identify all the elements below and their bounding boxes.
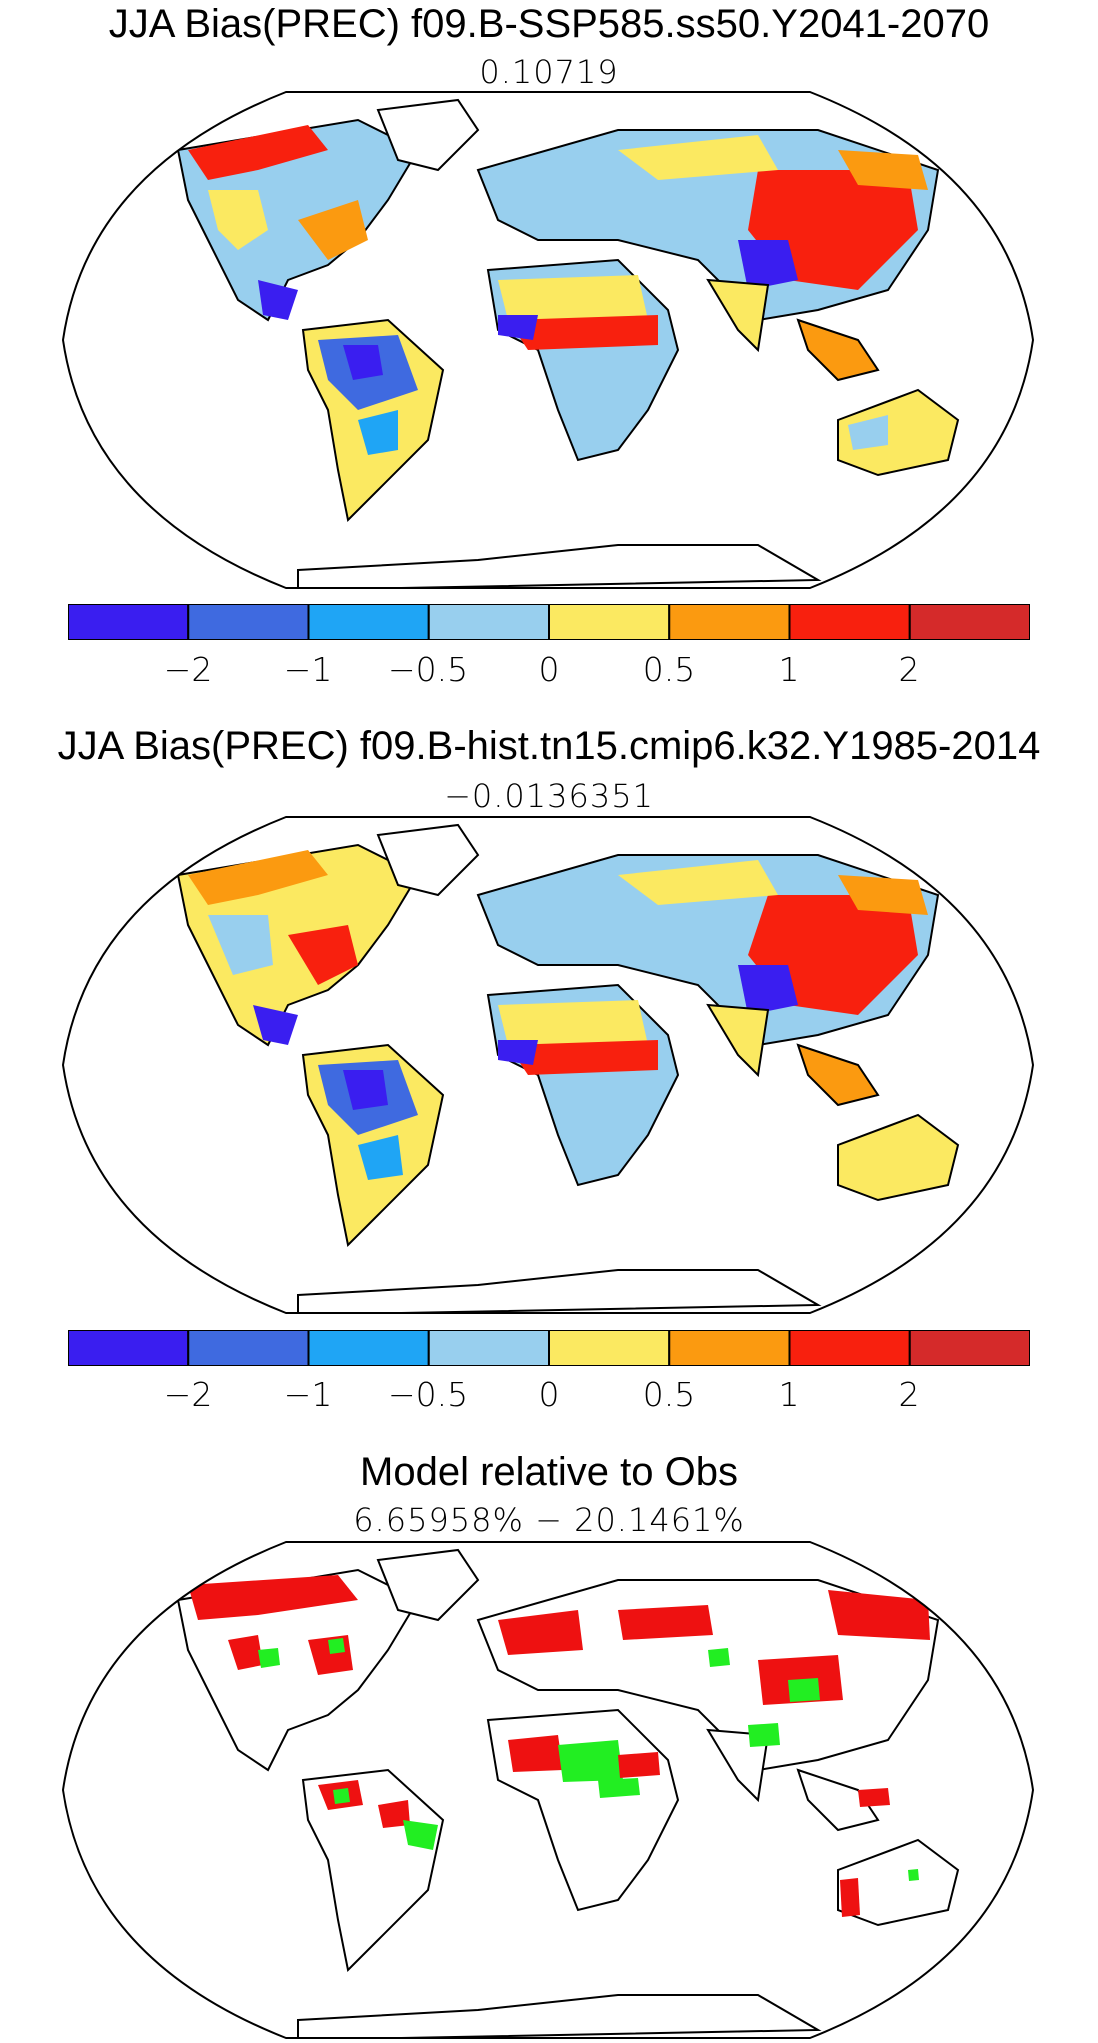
tick-label: −0.5 <box>387 650 469 689</box>
colorbar-swatch <box>668 604 791 640</box>
colorbar-swatch <box>548 604 671 640</box>
greenland <box>376 98 480 172</box>
tick-label: 0.5 <box>642 1375 696 1414</box>
model-region-red <box>858 1788 890 1807</box>
model-region-green <box>748 1723 780 1747</box>
colorbar-2-swatches <box>68 1330 1030 1366</box>
panel-3-title: Model relative to Obs <box>360 1450 738 1494</box>
colorbar-swatch <box>427 1330 550 1366</box>
colorbar-swatch <box>427 604 550 640</box>
model-region-green <box>788 1678 820 1702</box>
colorbar-panel-2 <box>68 1330 1030 1366</box>
tick-label: 0 <box>538 1375 560 1414</box>
model-region-red <box>228 1635 263 1670</box>
tick-label: −2 <box>163 650 213 689</box>
greenland <box>376 823 480 897</box>
model-region-green <box>333 1788 350 1804</box>
tick-label: 2 <box>898 1375 920 1414</box>
tick-label: −1 <box>283 1375 333 1414</box>
model-region-green <box>598 1778 640 1798</box>
tick-label: 0.5 <box>642 650 696 689</box>
india <box>706 1003 770 1078</box>
colorbar-2-ticks: −2 −1 −0.5 0 0.5 1 2 <box>0 1375 1098 1419</box>
model-region-red <box>618 1605 713 1640</box>
tick-label: 2 <box>898 650 920 689</box>
australia <box>837 1838 960 1927</box>
panel-2-title: JJA Bias(PREC) f09.B-hist.tn15.cmip6.k32… <box>57 724 1041 768</box>
model-region-red <box>498 1610 583 1655</box>
colorbar-swatch <box>68 604 190 640</box>
map-panel-3 <box>61 1541 1035 2039</box>
tick-label: 1 <box>778 650 800 689</box>
map-panel-1 <box>61 91 1035 589</box>
panel-2-global-mean: −0.0136351 <box>444 777 654 815</box>
antarctica <box>297 1994 822 2038</box>
australia <box>837 1113 960 1202</box>
colorbar-swatch <box>68 1330 190 1366</box>
colorbar-swatch <box>788 1330 911 1366</box>
colorbar-swatch <box>187 604 310 640</box>
model-region-green <box>708 1648 730 1667</box>
model-region-green <box>908 1869 919 1881</box>
tick-label: 1 <box>778 1375 800 1414</box>
model-region-red <box>378 1800 410 1828</box>
india <box>706 1728 770 1803</box>
panel-1-global-mean: 0.10719 <box>479 53 619 91</box>
colorbar-panel-1 <box>68 604 1030 640</box>
greenland <box>376 1548 480 1622</box>
model-region-red <box>828 1590 930 1640</box>
eurasia <box>476 1579 940 1772</box>
tick-label: −2 <box>163 1375 213 1414</box>
model-region-red <box>618 1752 660 1778</box>
colorbar-1-ticks: −2 −1 −0.5 0 0.5 1 2 <box>0 650 1098 694</box>
colorbar-swatch <box>908 1330 1030 1366</box>
colorbar-swatch <box>307 1330 430 1366</box>
model-region-green <box>258 1648 280 1668</box>
tick-label: 0 <box>538 650 560 689</box>
colorbar-swatch <box>668 1330 791 1366</box>
model-region-green <box>558 1740 623 1782</box>
antarctica <box>297 544 822 588</box>
antarctica <box>297 1269 822 1313</box>
colorbar-swatch <box>307 604 430 640</box>
colorbar-swatch <box>788 604 911 640</box>
model-region-green <box>403 1820 438 1850</box>
colorbar-1-swatches <box>68 604 1030 640</box>
colorbar-swatch <box>908 604 1030 640</box>
colorbar-swatch <box>548 1330 671 1366</box>
tick-label: −0.5 <box>387 1375 469 1414</box>
map-panel-2 <box>61 816 1035 1314</box>
colorbar-swatch <box>187 1330 310 1366</box>
model-region-red <box>188 1575 358 1620</box>
model-region-green <box>328 1638 345 1654</box>
model-region-red <box>508 1735 563 1772</box>
model-region-red <box>840 1878 860 1917</box>
panel-3-range: 6.65958% − 20.1461% <box>353 1501 745 1539</box>
panel-1-title: JJA Bias(PREC) f09.B-SSP585.ss50.Y2041-2… <box>108 2 990 46</box>
tick-label: −1 <box>283 650 333 689</box>
india <box>706 278 770 353</box>
australia <box>837 388 960 477</box>
